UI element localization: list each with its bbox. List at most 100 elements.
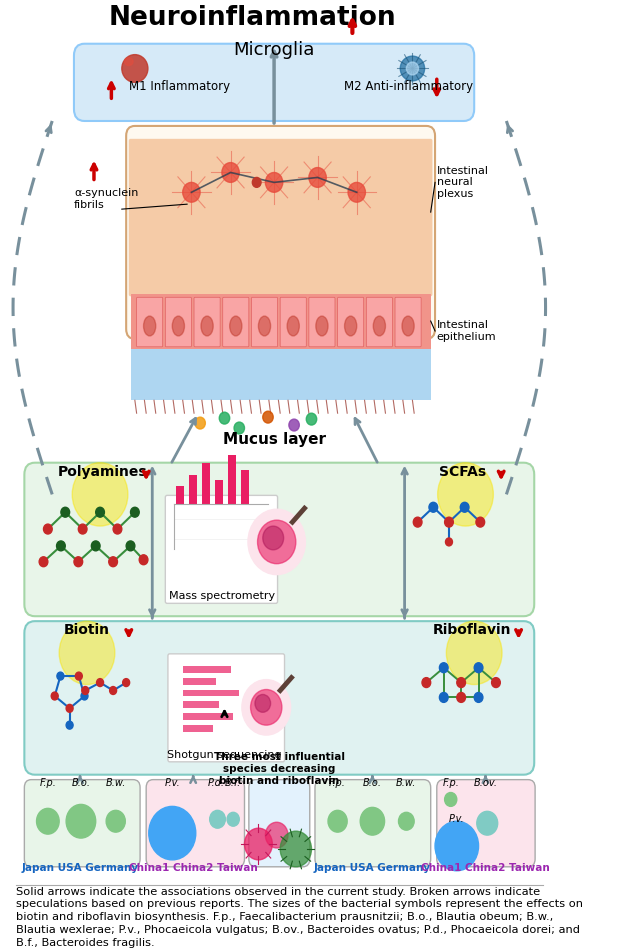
- Bar: [183, 701, 220, 709]
- Circle shape: [265, 823, 288, 848]
- Circle shape: [91, 541, 100, 551]
- Circle shape: [123, 678, 130, 687]
- Circle shape: [413, 517, 422, 527]
- Circle shape: [74, 557, 83, 567]
- Ellipse shape: [125, 58, 133, 66]
- Circle shape: [96, 507, 105, 517]
- FancyBboxPatch shape: [146, 780, 245, 866]
- FancyBboxPatch shape: [309, 297, 335, 347]
- Circle shape: [257, 521, 296, 563]
- Circle shape: [289, 419, 299, 431]
- Circle shape: [446, 621, 502, 685]
- Circle shape: [263, 411, 273, 423]
- Circle shape: [78, 524, 87, 534]
- Circle shape: [252, 178, 261, 187]
- Text: Mucus layer: Mucus layer: [223, 432, 325, 446]
- Text: Mass spectrometry: Mass spectrometry: [169, 591, 275, 601]
- Text: M1 Inflammatory: M1 Inflammatory: [129, 80, 230, 93]
- Circle shape: [39, 557, 48, 567]
- Text: China1 China2 Taiwan: China1 China2 Taiwan: [129, 863, 257, 873]
- Circle shape: [446, 538, 453, 546]
- Circle shape: [61, 507, 69, 517]
- Ellipse shape: [373, 316, 385, 336]
- FancyBboxPatch shape: [252, 297, 277, 347]
- Ellipse shape: [402, 316, 414, 336]
- FancyBboxPatch shape: [249, 780, 309, 866]
- Circle shape: [477, 811, 498, 835]
- FancyBboxPatch shape: [166, 297, 191, 347]
- Text: P.v.: P.v.: [164, 777, 180, 788]
- FancyBboxPatch shape: [223, 297, 249, 347]
- Circle shape: [66, 805, 96, 838]
- Circle shape: [242, 679, 291, 735]
- Circle shape: [348, 182, 365, 202]
- Circle shape: [130, 507, 139, 517]
- FancyBboxPatch shape: [24, 780, 140, 866]
- Text: Biotin: Biotin: [64, 623, 110, 637]
- Text: F.p.: F.p.: [39, 777, 56, 788]
- Text: Three most influential
species decreasing
biotin and riboflavin: Three most influential species decreasin…: [214, 752, 345, 786]
- Text: P.d.: P.d.: [207, 777, 224, 788]
- FancyBboxPatch shape: [166, 495, 277, 603]
- FancyBboxPatch shape: [280, 297, 306, 347]
- Text: B.w.: B.w.: [396, 777, 417, 788]
- Circle shape: [37, 808, 59, 834]
- Circle shape: [106, 810, 125, 832]
- Ellipse shape: [316, 316, 328, 336]
- Circle shape: [75, 672, 82, 680]
- Text: B.f., Bacteroides fragilis.: B.f., Bacteroides fragilis.: [15, 938, 154, 948]
- Text: B.f.: B.f.: [225, 777, 241, 788]
- FancyBboxPatch shape: [24, 621, 534, 774]
- FancyBboxPatch shape: [168, 654, 284, 762]
- Circle shape: [250, 690, 282, 725]
- Text: China1 China2 Taiwan: China1 China2 Taiwan: [421, 863, 550, 873]
- Circle shape: [51, 692, 58, 700]
- FancyBboxPatch shape: [24, 463, 534, 617]
- Circle shape: [445, 792, 457, 807]
- Circle shape: [44, 524, 52, 534]
- Text: Microglia: Microglia: [234, 41, 315, 59]
- Text: Neuroinflammation: Neuroinflammation: [108, 5, 396, 30]
- Text: speculations based on previous reports. The sizes of the bacterial symbols repre: speculations based on previous reports. …: [15, 900, 583, 909]
- Text: biotin and riboflavin biosynthesis. F.p., Faecalibacterium prausnitzii; B.o., Bl: biotin and riboflavin biosynthesis. F.p.…: [15, 912, 553, 922]
- FancyBboxPatch shape: [126, 126, 435, 339]
- FancyBboxPatch shape: [74, 44, 474, 121]
- Ellipse shape: [122, 54, 148, 83]
- Circle shape: [422, 677, 431, 688]
- Text: Japan USA Germany: Japan USA Germany: [314, 863, 431, 873]
- FancyBboxPatch shape: [338, 297, 364, 347]
- Circle shape: [183, 182, 200, 202]
- Circle shape: [328, 810, 347, 832]
- Circle shape: [476, 517, 485, 527]
- Bar: [202, 463, 210, 504]
- Circle shape: [126, 541, 135, 551]
- Circle shape: [248, 509, 306, 575]
- Text: B.o.: B.o.: [363, 777, 382, 788]
- Bar: [228, 455, 236, 504]
- Circle shape: [399, 812, 414, 830]
- Bar: [130, 294, 431, 349]
- Circle shape: [82, 687, 89, 694]
- Circle shape: [234, 422, 245, 434]
- Ellipse shape: [172, 316, 184, 336]
- Ellipse shape: [259, 316, 270, 336]
- Circle shape: [113, 524, 122, 534]
- Text: SCFAs: SCFAs: [439, 465, 487, 479]
- Text: B.ov.: B.ov.: [474, 777, 498, 788]
- FancyBboxPatch shape: [367, 297, 392, 347]
- Bar: [241, 469, 249, 504]
- Circle shape: [474, 663, 483, 673]
- FancyBboxPatch shape: [129, 139, 433, 296]
- Text: Blautia wexlerae; P.v., Phocaeicola vulgatus; B.ov., Bacteroides ovatus; P.d., P: Blautia wexlerae; P.v., Phocaeicola vulg…: [15, 925, 580, 935]
- FancyBboxPatch shape: [437, 780, 535, 866]
- Circle shape: [445, 517, 453, 527]
- Bar: [183, 725, 213, 732]
- FancyBboxPatch shape: [395, 297, 421, 347]
- Circle shape: [438, 463, 493, 526]
- Ellipse shape: [201, 316, 213, 336]
- Circle shape: [460, 503, 469, 512]
- Bar: [183, 677, 216, 685]
- Circle shape: [66, 721, 73, 730]
- Circle shape: [72, 463, 128, 526]
- Circle shape: [439, 663, 448, 673]
